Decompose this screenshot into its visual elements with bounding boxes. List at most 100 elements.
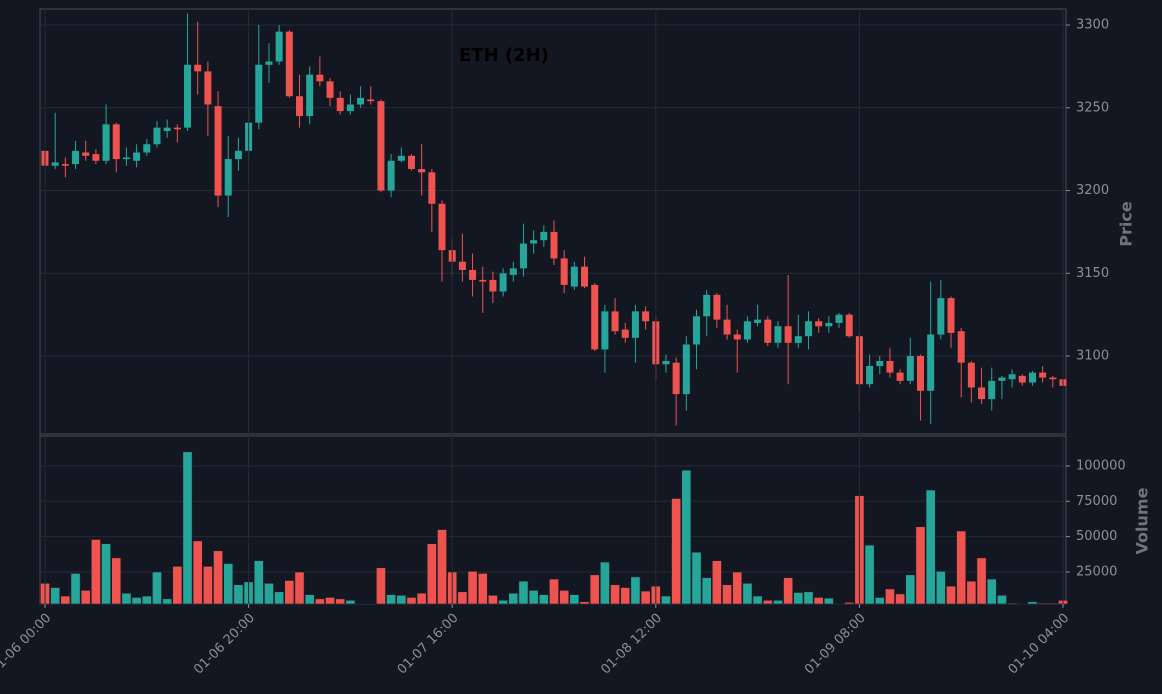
volume-bar [813, 597, 824, 605]
candle-body [1018, 375, 1026, 383]
y-tick-label: 100000 [1076, 458, 1126, 473]
volume-bar [182, 451, 193, 605]
candle-body [764, 319, 772, 343]
volume-bar [701, 577, 712, 605]
volume-bar [762, 599, 773, 605]
volume-bar [50, 587, 61, 605]
candle-body [937, 298, 945, 335]
candle-body [978, 387, 986, 400]
volume-bar [528, 590, 539, 605]
volume-bar [406, 597, 417, 605]
volume-bar [915, 526, 926, 605]
volume-bar [620, 587, 631, 605]
volume-bar [986, 578, 997, 605]
volume-bar [111, 557, 122, 605]
volume-bar [192, 540, 203, 605]
volume-bar [1037, 602, 1048, 605]
volume-bar [538, 594, 549, 605]
volume-bar [488, 595, 498, 605]
candle-body [693, 316, 701, 345]
candle-body [296, 96, 303, 117]
volume-bar [640, 590, 651, 605]
candle-body [336, 97, 344, 112]
volume-bar [610, 584, 620, 605]
volume-bar [742, 583, 753, 605]
volume-bar [711, 560, 722, 605]
volume-bar [131, 597, 142, 605]
candle-body [367, 99, 375, 102]
candle-body [357, 97, 365, 105]
candle-body [509, 268, 517, 275]
candle-body [458, 261, 466, 270]
volume-bar [752, 595, 763, 605]
volume-bar [905, 574, 916, 605]
candle-body [92, 154, 100, 161]
candle-body [61, 164, 69, 166]
volume-bar [202, 566, 213, 605]
candle-body [906, 356, 914, 381]
candle-body [998, 377, 1006, 381]
volume-bar [396, 595, 407, 605]
volume-bar [274, 591, 285, 605]
candle-body [611, 311, 619, 332]
volume-bar [416, 592, 427, 605]
candle-body [204, 71, 212, 105]
volume-bar [630, 576, 641, 605]
candle-body [469, 269, 477, 280]
volume-bar [935, 570, 946, 605]
candle-body [967, 362, 975, 388]
volume-bar [477, 573, 488, 605]
volume-bar [162, 598, 173, 605]
y-tick-label: 3150 [1076, 266, 1109, 281]
candle-body [682, 344, 690, 395]
volume-bar [895, 593, 906, 605]
candle-body [601, 311, 609, 350]
volume-bar [691, 551, 702, 605]
volume-bar [549, 578, 559, 605]
candle-body [621, 329, 629, 338]
y-axis-title: Price [1117, 201, 1136, 247]
volume-bar [508, 592, 519, 605]
volume-bar [101, 543, 111, 605]
volume-bar [946, 585, 956, 605]
candle-body [815, 321, 823, 327]
candle-body [51, 162, 59, 166]
candle-body [428, 172, 436, 204]
candle-body [255, 64, 263, 123]
candle-body [845, 314, 853, 337]
volume-bar [141, 595, 152, 605]
volume-bar [213, 550, 223, 605]
candle-body [1049, 377, 1057, 380]
volume-bar [335, 598, 346, 605]
volume-bar [314, 598, 325, 605]
volume-bar [172, 566, 183, 605]
candle-body [163, 127, 171, 131]
volume-bar [386, 594, 397, 605]
volume-bar [569, 594, 580, 605]
candle-body [102, 124, 110, 161]
candle-body [713, 294, 721, 320]
volume-bar [732, 571, 743, 605]
volume-bar [498, 599, 508, 605]
candle-body [866, 365, 874, 385]
volume-bar [264, 583, 274, 605]
candle-body [438, 203, 446, 251]
volume-bar [223, 563, 234, 605]
candle-body [794, 336, 802, 343]
candle-body [519, 243, 527, 269]
volume-bar [70, 573, 81, 605]
candle-body [407, 155, 415, 170]
volume-bar [874, 597, 885, 605]
candle-body [570, 266, 578, 287]
candle-body [825, 322, 833, 327]
volume-bar [233, 584, 244, 605]
candle-body [489, 279, 497, 292]
candle-body [743, 321, 751, 340]
candle-body [316, 74, 324, 82]
candle-body [896, 372, 904, 381]
candle-body [1028, 372, 1036, 383]
candle-body [224, 159, 232, 196]
volume-bar [599, 561, 610, 605]
candle-body [672, 362, 680, 395]
